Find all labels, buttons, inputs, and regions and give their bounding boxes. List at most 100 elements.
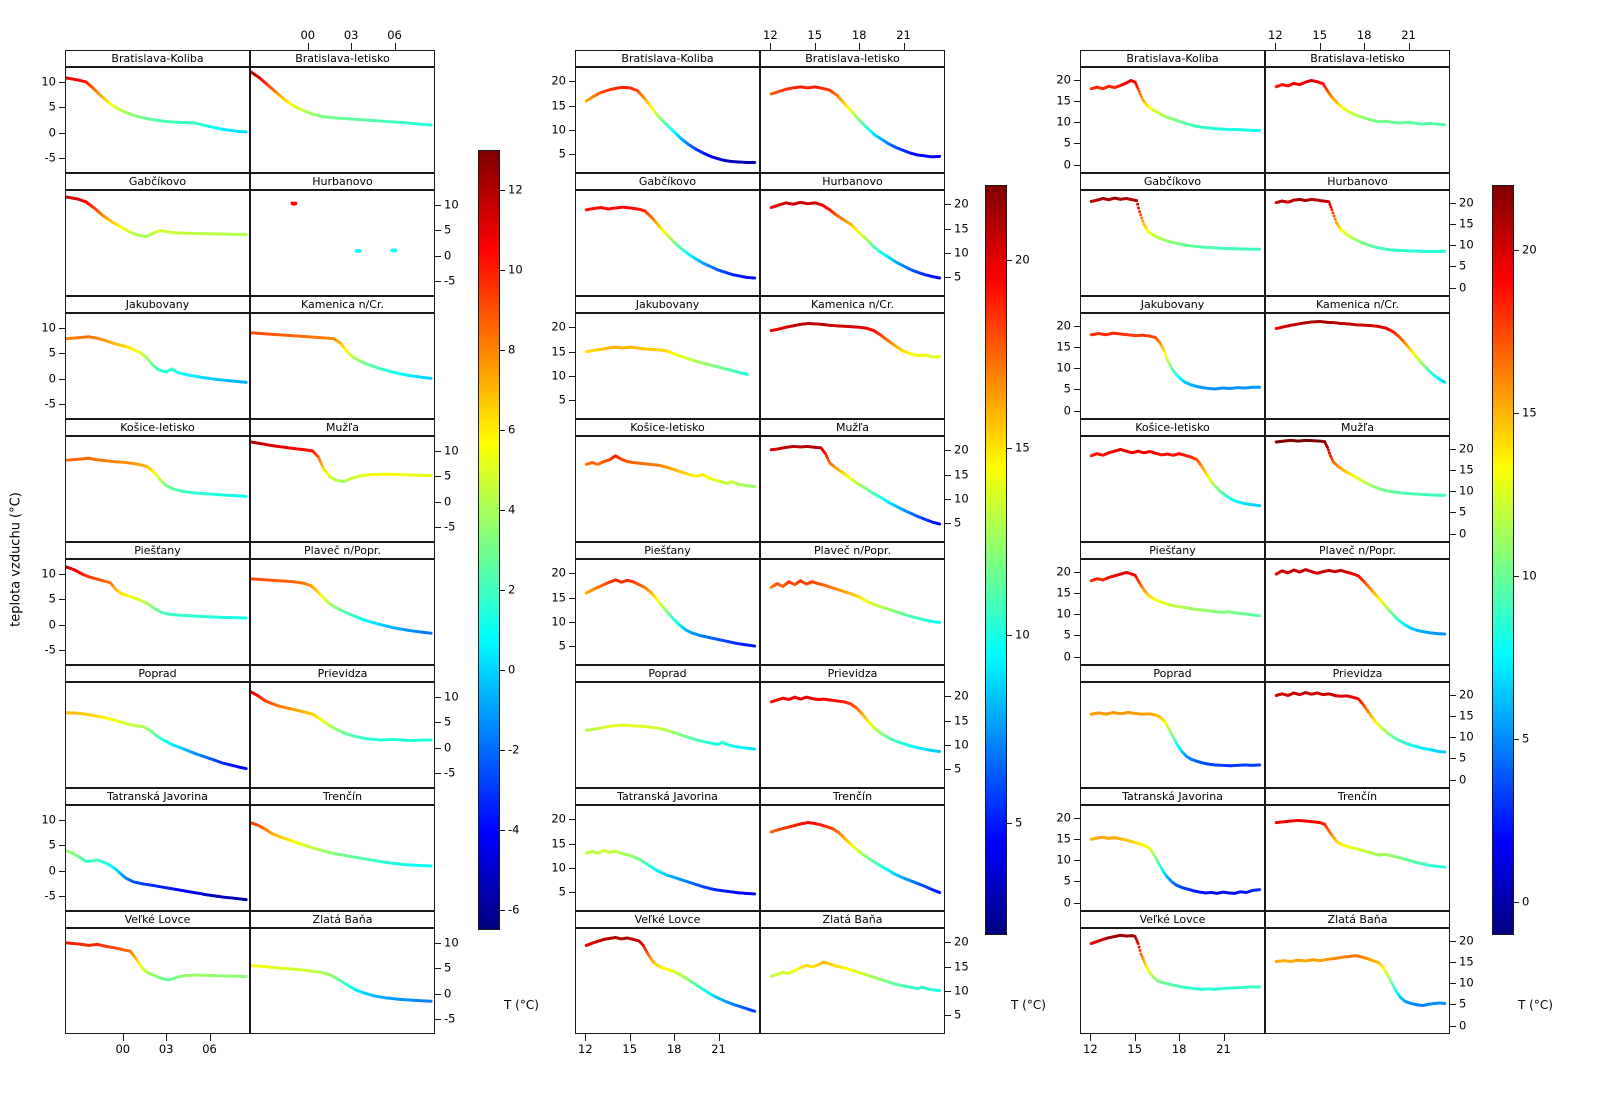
y-axis-tick-label: 5: [1063, 873, 1071, 888]
station-strip: Prievidza: [760, 665, 945, 682]
x-axis-tick-label: 12: [763, 28, 778, 42]
x-axis-tick: [814, 43, 816, 50]
colorbar-tick-label: 10: [1015, 627, 1030, 642]
y-axis-tick-label: 15: [1459, 954, 1474, 969]
y-axis-tick: [59, 624, 65, 626]
station-name: Prievidza: [317, 667, 368, 680]
y-axis-tick: [1450, 940, 1456, 942]
plot-area: [250, 67, 435, 173]
colorbar-tick: [1007, 447, 1012, 449]
y-axis-tick: [1074, 346, 1080, 348]
colorbar-tick-label: -6: [508, 902, 520, 917]
plot-area: [250, 805, 435, 911]
temperature-series-canvas: [251, 68, 434, 172]
colorbar-tick: [1514, 739, 1519, 741]
y-axis-tick-label: 20: [954, 934, 969, 949]
y-axis-tick: [59, 157, 65, 159]
station-strip: Veľké Lovce: [1080, 911, 1265, 928]
y-axis-tick: [59, 845, 65, 847]
y-axis-tick-label: 20: [1056, 809, 1071, 824]
y-axis-tick-label: 15: [1056, 339, 1071, 354]
y-axis-tick: [1450, 737, 1456, 739]
station-name: Mužľa: [325, 421, 360, 434]
y-axis-tick: [1074, 571, 1080, 573]
colorbar-tick-label: 10: [508, 262, 523, 277]
x-axis-tick: [1275, 43, 1277, 50]
y-axis-tick: [945, 204, 951, 206]
y-axis-tick-label: 0: [1459, 279, 1467, 294]
station-strip: Košice-letisko: [65, 419, 250, 436]
station-strip: Kamenica n/Cr.: [1265, 296, 1450, 313]
station-name: Tatranská Javorina: [617, 790, 718, 803]
station-strip: Piešťany: [1080, 542, 1265, 559]
station-strip: Hurbanovo: [250, 173, 435, 190]
station-name: Košice-letisko: [120, 421, 195, 434]
station-strip: Trenčín: [760, 788, 945, 805]
y-axis-tick-label: 10: [1056, 114, 1071, 129]
y-axis-tick: [569, 891, 575, 893]
station-name: Veľké Lovce: [1139, 913, 1206, 926]
y-axis-tick-label: 5: [444, 714, 452, 729]
y-axis-tick-label: 10: [1056, 606, 1071, 621]
station-name: Veľké Lovce: [124, 913, 191, 926]
temperature-series-canvas: [66, 683, 249, 787]
colorbar-tick: [1007, 260, 1012, 261]
x-axis-tick: [166, 1034, 168, 1041]
y-axis-tick: [1074, 881, 1080, 883]
y-axis-tick-label: 5: [1459, 996, 1467, 1011]
y-axis-tick-label: 0: [1063, 402, 1071, 417]
y-axis-tick-label: -5: [444, 273, 456, 288]
y-axis-tick: [1450, 533, 1456, 535]
x-axis-tick-label: 15: [807, 28, 823, 42]
y-axis-tick: [569, 843, 575, 845]
plot-area: [575, 559, 760, 665]
y-axis-tick: [435, 476, 441, 478]
y-axis-tick-label: 20: [1056, 317, 1071, 332]
plot-area: [1080, 559, 1265, 665]
y-axis-tick-label: 15: [551, 97, 566, 112]
temperature-series-canvas: [66, 929, 249, 1033]
y-axis-tick: [1450, 469, 1456, 471]
y-axis-tick-label: 20: [1459, 932, 1474, 947]
y-axis-tick-label: 0: [48, 124, 56, 139]
plot-area: [1265, 559, 1450, 665]
x-axis-tick: [859, 43, 861, 50]
y-axis-tick-label: -5: [44, 396, 56, 411]
y-axis-tick-label: 10: [551, 121, 566, 136]
plot-area: [760, 805, 945, 911]
y-axis-tick-label: 10: [551, 613, 566, 628]
station-strip: Tatranská Javorina: [65, 788, 250, 805]
station-strip: Tatranská Javorina: [1080, 788, 1265, 805]
station-name: Hurbanovo: [312, 175, 373, 188]
y-axis-tick: [435, 968, 441, 970]
y-axis-tick: [1450, 245, 1456, 247]
colorbar-gradient: [1492, 185, 1514, 935]
temperature-series-canvas: [761, 806, 944, 910]
y-axis-tick-label: 20: [551, 811, 566, 826]
station-strip: Bratislava-letisko: [760, 50, 945, 67]
station-strip: Gabčíkovo: [575, 173, 760, 190]
temperature-series-canvas: [251, 806, 434, 910]
x-axis-tick-label: 18: [1356, 28, 1372, 42]
station-strip: Gabčíkovo: [1080, 173, 1265, 190]
station-strip: Plaveč n/Popr.: [1265, 542, 1450, 559]
y-axis-tick-label: 5: [48, 591, 56, 606]
y-axis-tick: [569, 645, 575, 647]
y-axis-tick: [59, 328, 65, 330]
station-name: Bratislava-Koliba: [1126, 52, 1219, 65]
station-name: Tatranská Javorina: [1122, 790, 1223, 803]
station-name: Bratislava-Koliba: [111, 52, 204, 65]
y-axis-tick: [1074, 614, 1080, 616]
y-axis-tick: [569, 819, 575, 821]
y-axis-tick-label: 0: [48, 370, 56, 385]
temperature-series-canvas: [66, 68, 249, 172]
y-axis-tick: [945, 768, 951, 770]
station-name: Mužľa: [1340, 421, 1375, 434]
temperature-series-canvas: [761, 929, 944, 1033]
y-axis-tick: [1450, 694, 1456, 696]
x-axis-tick-label: 06: [387, 28, 402, 42]
y-axis-tick: [59, 820, 65, 822]
temperature-series-canvas: [761, 560, 944, 664]
y-axis-tick: [945, 522, 951, 524]
colorbar-gradient: [985, 185, 1007, 935]
